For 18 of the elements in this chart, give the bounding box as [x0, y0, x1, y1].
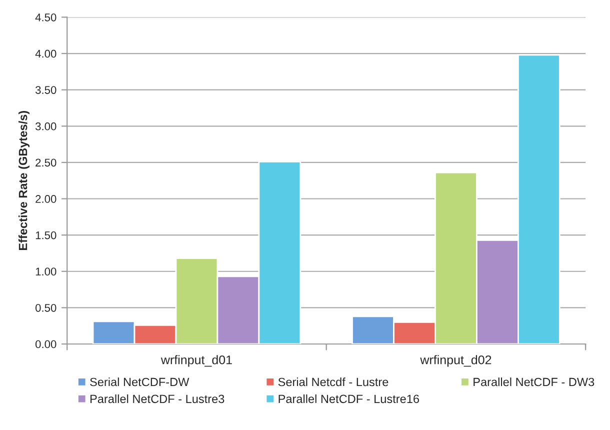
y-tick-label: 2.00: [36, 195, 56, 203]
y-tick-label: 2.50: [36, 158, 56, 167]
y-tick-label: 0.50: [35, 304, 56, 312]
legend-label: Parallel NetCDF - Lustre16: [278, 394, 419, 404]
legend-label: Parallel NetCDF - DW3: [474, 378, 594, 386]
y-tick-label: 3.50: [35, 86, 56, 94]
y-tick-label: 3.00: [35, 122, 56, 130]
legend-label: Serial NetCDF-DW: [90, 378, 190, 386]
legend-label: Serial Netcdf - Lustre: [278, 378, 388, 386]
y-tick-label: 1.50: [36, 231, 56, 240]
y-tick-label: 1.00: [36, 268, 56, 276]
y-axis-title: Effective Rate (GBytes/s): [18, 110, 30, 250]
y-tick-label: 4.00: [35, 50, 56, 58]
y-tick-label: 4.50: [35, 13, 56, 22]
x-tick-label: wrfinput_d01: [160, 355, 232, 367]
y-tick-label: 0.00: [35, 340, 56, 348]
x-tick-label: wrfinput_d02: [420, 355, 492, 367]
legend-label: Parallel NetCDF - Lustre3: [90, 394, 224, 404]
